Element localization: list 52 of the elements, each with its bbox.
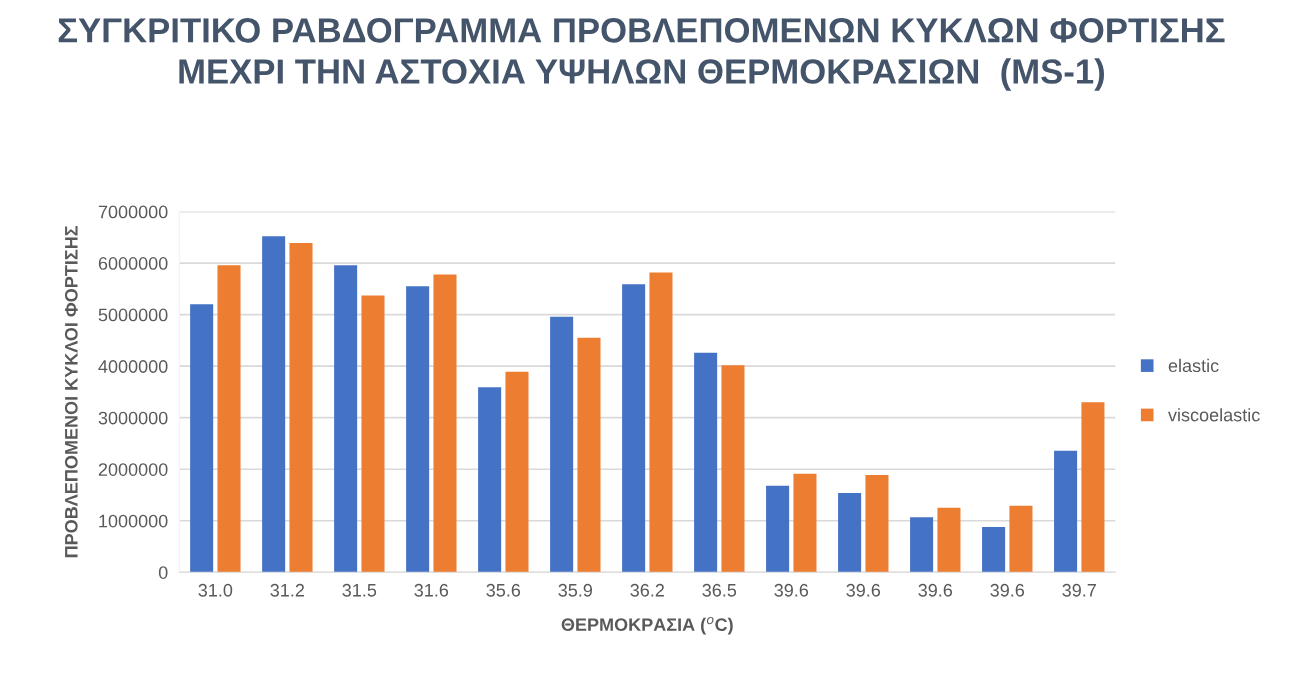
bar [937, 507, 961, 573]
bar [865, 474, 889, 573]
bar [262, 236, 286, 573]
bar [766, 485, 790, 573]
x-tick-label: 35.6 [486, 583, 521, 597]
bar [577, 337, 601, 573]
x-tick-label: 39.6 [846, 583, 881, 597]
bar [190, 304, 214, 573]
x-axis-title: ΘΕΡΜΟΚΡΑΣΙΑ ($^{o}$C) [561, 616, 733, 635]
bar [1054, 450, 1078, 573]
bar [505, 371, 529, 573]
legend-label: viscoelastic [1168, 408, 1260, 422]
bar [406, 286, 430, 573]
x-tick-label: 36.5 [702, 583, 737, 597]
x-tick-label: 36.2 [630, 583, 664, 597]
bar [982, 526, 1006, 573]
x-tick-label: 31.5 [342, 583, 377, 597]
bar [694, 352, 718, 573]
bar [1009, 505, 1033, 573]
x-tick-label: 39.6 [990, 583, 1025, 597]
bar [838, 492, 862, 573]
y-tick-label: 7000000 [98, 205, 168, 219]
bar [649, 272, 673, 573]
bar [217, 265, 241, 573]
bar [793, 473, 817, 573]
legend-label: elastic [1168, 358, 1219, 373]
bar [361, 295, 385, 573]
x-tick-label: 31.2 [270, 583, 304, 597]
x-tick-label: 31.6 [414, 583, 449, 597]
bar [289, 243, 313, 573]
y-tick-label: 4000000 [98, 360, 168, 373]
bar [550, 316, 574, 573]
bar [334, 265, 358, 573]
chart-title: ΣΥΓΚΡΙΤΙΚΟ ΡΑΒΔΟΓΡΑΜΜΑ ΠΡΟΒΛΕΠΟΜΕΝΩΝ ΚΥΚΛΩΝ ΦΟΡΤΙΣΗΣ ΜΕΧΡΙ ΤΗΝ ΑΣΤΟΧΙΑ ΥΨΗΛΩΝ ΘΕΡΜΟΚΡΑΣΙΩΝ (MS-1) [58, 18, 1225, 91]
x-tick-label: 31.0 [198, 583, 233, 597]
x-tick-label: 39.7 [1062, 583, 1096, 597]
x-tick-label: 39.6 [918, 583, 953, 597]
y-tick-label: 1000000 [99, 514, 168, 528]
y-tick-label: 3000000 [98, 411, 168, 425]
y-tick-label: 2000000 [98, 463, 168, 476]
y-axis-title: ΠΡΟΒΛΕΠΟΜΕΝΟΙ ΚΥΚΛΟΙ ΦΟΡΤΙΣΗΣ [64, 226, 78, 558]
x-tick-label: 39.6 [774, 583, 809, 597]
y-tick-label: 0 [158, 566, 168, 579]
bar [1081, 402, 1105, 573]
bar [622, 284, 646, 573]
x-tick-label: 35.9 [558, 583, 593, 597]
bar [910, 517, 934, 573]
bar [721, 365, 745, 573]
bar [433, 274, 457, 573]
bar [478, 387, 502, 573]
y-tick-label: 6000000 [98, 257, 168, 270]
y-tick-label: 5000000 [98, 308, 168, 322]
